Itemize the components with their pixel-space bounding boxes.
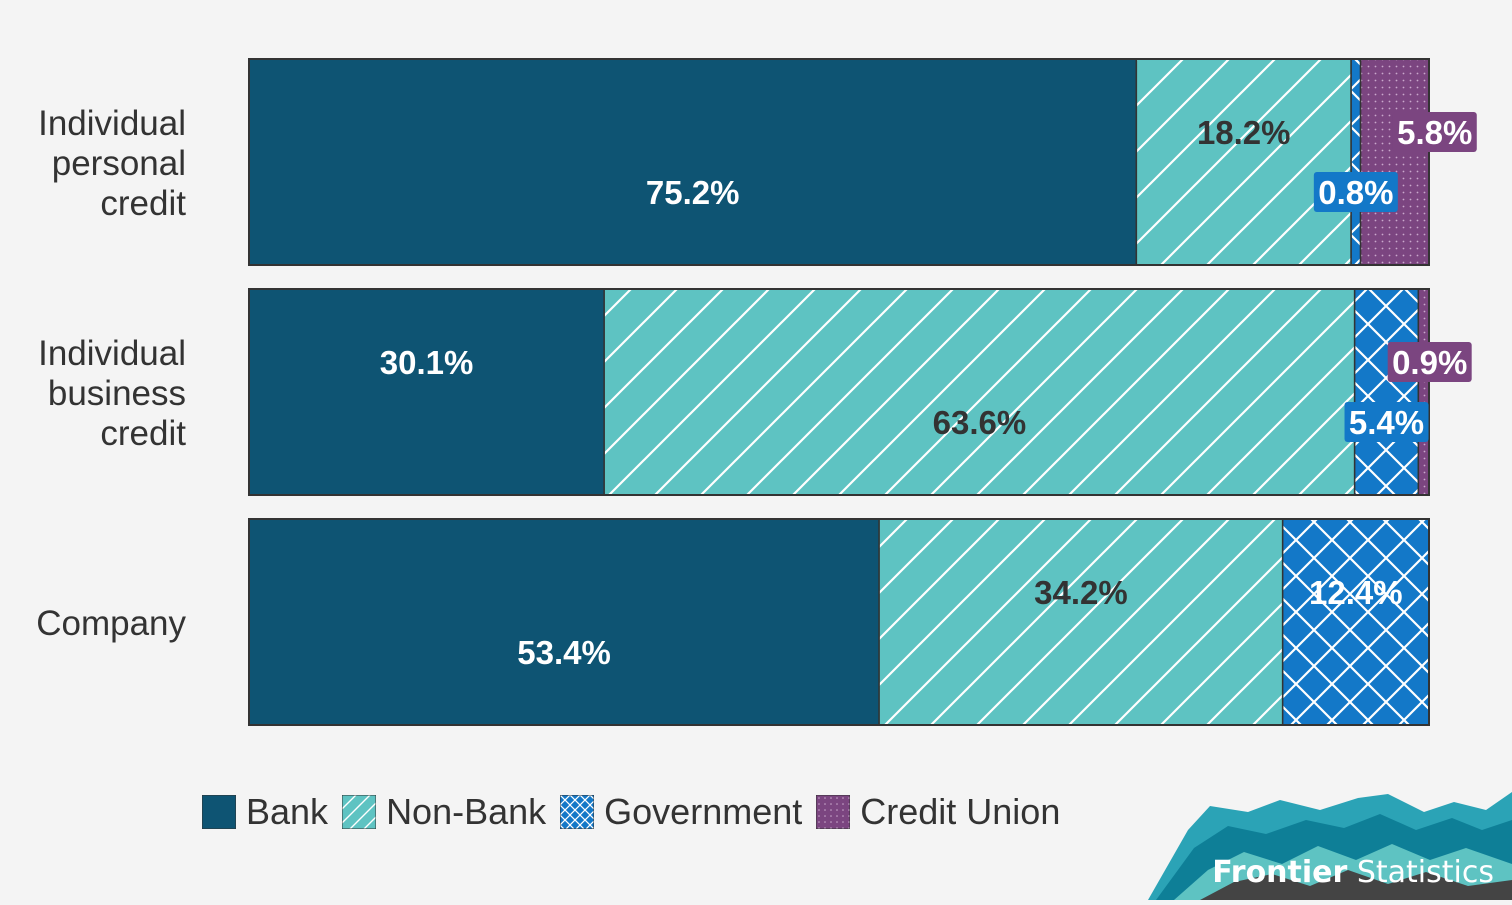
data-label-government-1-badge bbox=[1344, 402, 1429, 442]
data-label-non-bank-0: 18.2% bbox=[1197, 114, 1291, 151]
legend-label-bank: Bank bbox=[246, 791, 329, 832]
legend-swatch-government bbox=[560, 795, 595, 829]
legend-swatch-non-bank bbox=[342, 795, 377, 829]
data-label-credit-union-0-badge bbox=[1392, 112, 1477, 152]
legend-item-bank: Bank bbox=[202, 791, 328, 833]
brand-logo: Frontier Statistics bbox=[1148, 790, 1512, 900]
bar-credit-union-0 bbox=[1359, 58, 1430, 266]
legend-item-government: Government bbox=[560, 791, 802, 833]
category-label-line: business bbox=[48, 374, 186, 413]
data-label-bank-2: 53.4% bbox=[517, 634, 611, 671]
brand-name-strong: Frontier bbox=[1212, 855, 1348, 890]
category-label-0: Individual personal credit bbox=[38, 104, 186, 223]
data-label-bank-0: 75.2% bbox=[646, 174, 740, 211]
legend-label-non-bank: Non-Bank bbox=[386, 791, 547, 832]
data-label-credit-union-0: 5.8% bbox=[1397, 114, 1472, 151]
data-label-government-1: 5.4% bbox=[1349, 404, 1424, 441]
bar-government-1 bbox=[1353, 288, 1420, 496]
data-label-government-0: 0.8% bbox=[1318, 174, 1393, 211]
category-label-line: Individual bbox=[38, 104, 186, 143]
mountain-logo-graphic bbox=[1148, 792, 1512, 900]
data-label-credit-union-1: 0.9% bbox=[1392, 344, 1467, 381]
data-label-government-0-badge bbox=[1313, 172, 1398, 212]
bar-outline-0 bbox=[248, 58, 1430, 266]
category-label-2: Company bbox=[36, 604, 186, 643]
bar-non-bank-0 bbox=[1135, 58, 1352, 266]
bar-outline-1 bbox=[248, 288, 1430, 496]
legend: Bank Non-Bank Government Credit Union bbox=[202, 790, 1074, 834]
brand-name: Frontier Statistics bbox=[1212, 855, 1494, 890]
bar-non-bank-2 bbox=[878, 518, 1284, 726]
data-label-non-bank-2: 34.2% bbox=[1034, 574, 1128, 611]
legend-label-credit-union: Credit Union bbox=[860, 791, 1061, 832]
legend-swatch-bank bbox=[202, 795, 236, 829]
bar-non-bank-1 bbox=[603, 288, 1356, 496]
data-label-government-2: 12.4% bbox=[1309, 574, 1403, 611]
bar-credit-union-1 bbox=[1417, 288, 1430, 496]
bar-outline-2 bbox=[248, 518, 1430, 726]
category-label-line: Company bbox=[36, 604, 186, 643]
legend-item-credit-union: Credit Union bbox=[816, 791, 1060, 833]
data-label-bank-1: 30.1% bbox=[380, 344, 474, 381]
bar-bank-2 bbox=[248, 518, 880, 726]
data-label-credit-union-1-badge bbox=[1387, 342, 1472, 382]
category-label-1: Individual business credit bbox=[38, 334, 186, 453]
legend-item-non-bank: Non-Bank bbox=[342, 791, 546, 833]
category-label-line: credit bbox=[100, 184, 186, 223]
category-label-line: personal bbox=[52, 144, 186, 183]
bar-bank-1 bbox=[248, 288, 605, 496]
legend-swatch-credit-union bbox=[816, 795, 851, 829]
category-label-line: Individual bbox=[38, 334, 186, 373]
data-label-non-bank-1: 63.6% bbox=[933, 404, 1027, 441]
legend-label-government: Government bbox=[604, 791, 803, 832]
bar-bank-0 bbox=[248, 58, 1138, 266]
bar-government-0 bbox=[1350, 58, 1362, 266]
brand-name-light: Statistics bbox=[1356, 855, 1494, 890]
bar-government-2 bbox=[1281, 518, 1430, 726]
category-label-line: credit bbox=[100, 414, 186, 453]
